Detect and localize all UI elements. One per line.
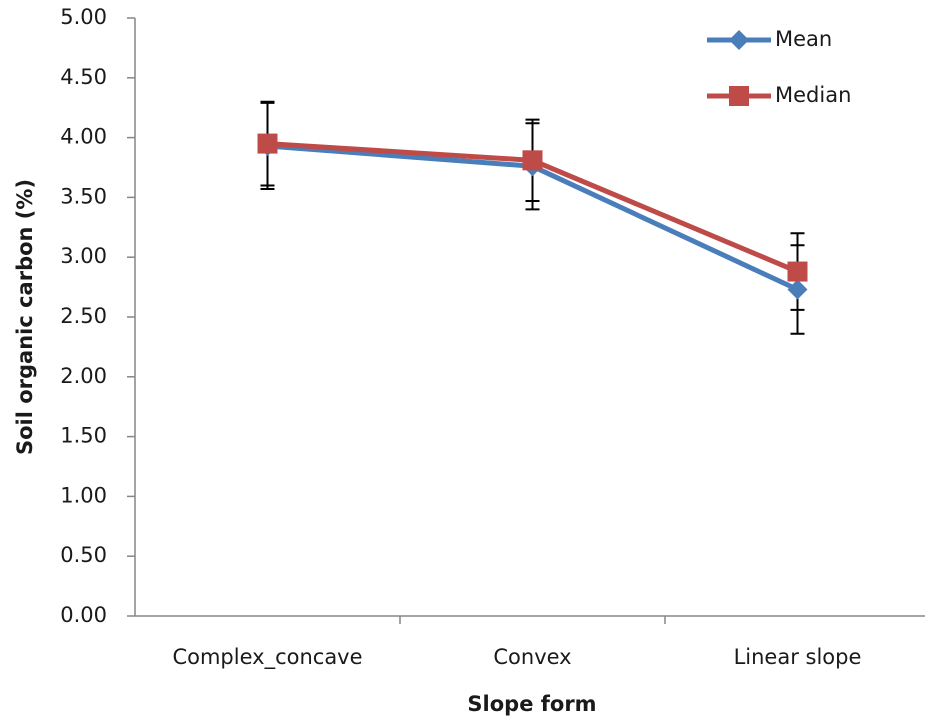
marker — [257, 133, 278, 154]
legend-marker — [729, 86, 749, 106]
x-tick-label: Convex — [493, 645, 571, 669]
x-axis-title: Slope form — [467, 692, 596, 716]
y-tick-label: 2.50 — [60, 304, 107, 328]
marker — [522, 150, 543, 171]
y-tick-label: 2.00 — [60, 364, 107, 388]
x-tick-label: Complex_concave — [172, 645, 362, 670]
y-tick-label: 0.00 — [60, 603, 107, 627]
y-tick-label: 4.50 — [60, 65, 107, 89]
y-tick-label: 3.00 — [60, 244, 107, 268]
y-axis-title: Soil organic carbon (%) — [13, 179, 37, 455]
marker — [787, 279, 808, 300]
legend-label: Mean — [775, 27, 832, 51]
y-tick-label: 1.50 — [60, 424, 107, 448]
y-tick-label: 5.00 — [60, 5, 107, 29]
legend-marker — [729, 30, 749, 50]
y-tick-label: 1.00 — [60, 483, 107, 507]
y-tick-label: 3.50 — [60, 184, 107, 208]
y-tick-label: 4.00 — [60, 125, 107, 149]
y-tick-label: 0.50 — [60, 543, 107, 567]
x-tick-label: Linear slope — [734, 645, 862, 669]
legend-label: Median — [775, 83, 851, 107]
marker — [787, 261, 808, 282]
